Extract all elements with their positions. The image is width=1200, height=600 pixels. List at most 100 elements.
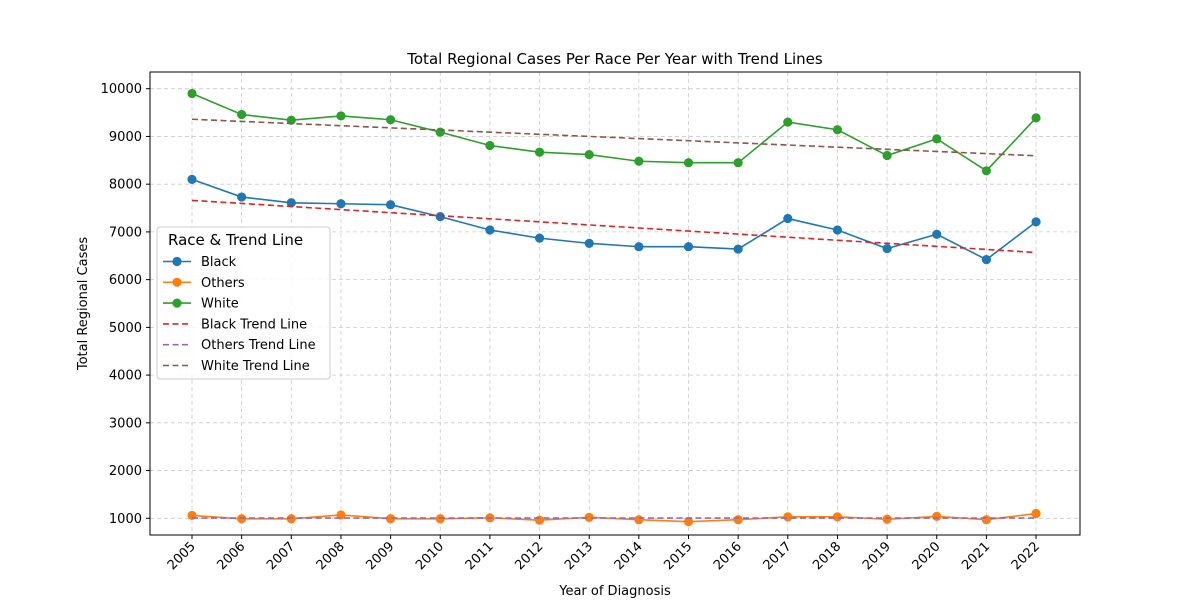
y-tick-label: 3000 <box>109 416 142 431</box>
trend-line <box>191 118 1037 157</box>
data-point <box>882 244 892 254</box>
data-point <box>534 147 545 157</box>
x-tick-label: 2022 <box>1009 539 1043 573</box>
legend-label: White <box>201 297 239 312</box>
data-point <box>386 514 396 524</box>
data-point <box>683 242 694 252</box>
data-point <box>783 117 793 127</box>
x-tick-label: 2017 <box>761 539 795 573</box>
data-point <box>386 115 396 125</box>
data-point <box>832 512 843 522</box>
data-point <box>1031 508 1041 519</box>
data-point <box>485 140 495 151</box>
x-tick-label: 2018 <box>810 539 844 573</box>
series-black <box>187 174 1041 265</box>
data-point <box>336 199 346 209</box>
y-axis: 1000 2000 3000 4000 5000 6000 7000 8000 9000 1000… <box>101 82 150 527</box>
data-point <box>584 149 594 160</box>
chart-title: Total Regional Cases Per Race Per Year w… <box>406 50 823 68</box>
x-tick-label: 2005 <box>165 539 199 573</box>
legend-label: White Trend Line <box>201 359 310 374</box>
data-point <box>932 511 942 521</box>
data-point <box>882 514 892 524</box>
data-point <box>534 515 545 525</box>
legend-label: Black <box>201 255 237 270</box>
series-white <box>187 88 1041 176</box>
x-tick-label: 2016 <box>711 539 745 573</box>
data-point <box>286 198 296 208</box>
data-point <box>932 134 942 144</box>
data-point <box>783 512 793 522</box>
legend-marker <box>172 256 182 267</box>
data-point <box>187 88 197 99</box>
data-point <box>336 111 346 121</box>
y-tick-label: 10000 <box>101 82 142 97</box>
data-point <box>435 212 445 222</box>
data-point <box>584 238 594 248</box>
x-tick-label: 2010 <box>413 539 447 573</box>
x-tick-label: 2011 <box>463 539 497 573</box>
legend-title: Race & Trend Line <box>168 231 303 249</box>
legend-marker <box>172 277 182 287</box>
legend: Race & Trend Line Black Others White Black T… <box>156 226 331 380</box>
x-tick-label: 2013 <box>562 539 596 573</box>
data-point <box>634 156 644 166</box>
legend-label: Black Trend Line <box>201 317 307 332</box>
series-white-trend-line <box>191 118 1037 157</box>
x-axis: 2005 2006 2007 2008 2009 2010 2011 2012 2013 2014… <box>165 535 1043 573</box>
x-tick-label: 2021 <box>959 539 993 573</box>
plot-frame <box>149 71 1081 536</box>
legend-marker <box>172 298 182 308</box>
x-tick-label: 2019 <box>860 539 894 573</box>
y-tick-label: 1000 <box>109 512 142 527</box>
data-point <box>435 127 445 137</box>
y-tick-label: 9000 <box>109 130 142 145</box>
data-point <box>832 125 843 135</box>
y-tick-label: 8000 <box>109 178 142 193</box>
series-line <box>191 92 1037 172</box>
legend-box <box>156 226 331 380</box>
data-point <box>634 242 644 252</box>
x-tick-label: 2009 <box>363 539 397 573</box>
legend-label: Others <box>201 276 245 291</box>
y-tick-label: 4000 <box>109 369 142 384</box>
data-point <box>981 515 992 525</box>
data-point <box>336 510 346 520</box>
data-point <box>187 174 197 184</box>
data-point <box>634 515 644 525</box>
legend-label: Others Trend Line <box>201 338 316 353</box>
x-tick-label: 2006 <box>214 539 248 573</box>
series-layer <box>187 88 1041 527</box>
y-tick-label: 6000 <box>109 273 142 288</box>
data-point <box>683 517 694 527</box>
data-point <box>733 244 743 254</box>
data-point <box>981 166 992 176</box>
data-point <box>932 229 942 239</box>
data-point <box>783 213 793 224</box>
y-tick-label: 7000 <box>109 225 142 240</box>
data-point <box>733 515 743 525</box>
series-line <box>191 178 1037 261</box>
x-axis-label: Year of Diagnosis <box>558 584 671 599</box>
data-point <box>981 254 992 265</box>
data-point <box>386 200 396 210</box>
data-point <box>237 192 247 202</box>
data-point <box>733 158 743 168</box>
data-point <box>584 512 594 522</box>
x-tick-label: 2014 <box>612 539 646 573</box>
x-tick-label: 2012 <box>512 539 546 573</box>
data-point <box>683 158 694 168</box>
data-point <box>237 109 247 120</box>
y-tick-label: 5000 <box>109 321 142 336</box>
x-tick-label: 2020 <box>910 539 944 573</box>
data-point <box>1031 113 1041 123</box>
x-tick-label: 2007 <box>264 539 298 573</box>
data-point <box>1031 217 1041 227</box>
y-tick-label: 2000 <box>109 464 142 479</box>
data-point <box>882 150 892 161</box>
y-axis-label: Total Regional Cases <box>76 237 91 372</box>
data-point <box>286 115 296 125</box>
trend-line <box>191 199 1037 254</box>
